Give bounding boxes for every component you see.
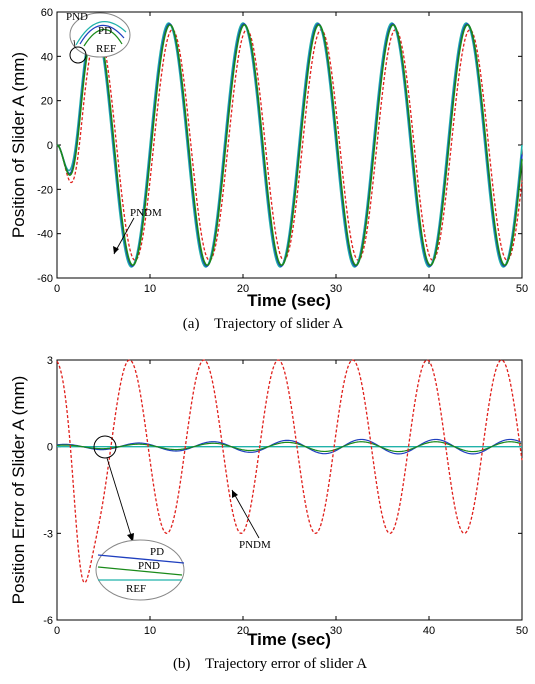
chart-a-zoom-connector: [73, 39, 76, 48]
chart-b-plot-area: [56, 359, 523, 621]
x-tick-label: 10: [144, 283, 156, 295]
x-tick-label: 50: [516, 625, 528, 637]
chart-b-zoom-ellipse: [95, 539, 185, 601]
chart-b-annot-ref: REF: [126, 583, 146, 595]
x-tick-label: 0: [54, 625, 60, 637]
series-line-pnd: [56, 441, 522, 453]
chart-b-x-ticks: 0 10 20 30 40 50: [54, 360, 528, 637]
y-tick-label: 0: [47, 140, 53, 152]
x-tick-label: 20: [237, 625, 249, 637]
chart-b-caption: (b) Trajectory error of slider A: [173, 656, 367, 672]
chart-b-x-axis-label: Time (sec): [247, 630, 331, 649]
x-tick-label: 20: [237, 283, 249, 295]
chart-b-zoom-line-pd: [97, 554, 185, 564]
y-tick-label: -40: [37, 229, 53, 241]
chart-b-pndm-arrowhead: [232, 490, 238, 498]
chart-b-zoom-line-pnd: [97, 566, 183, 576]
y-tick-label: 60: [41, 7, 53, 19]
chart-a-zoom-line-pnd: [83, 28, 123, 47]
chart-b-zoom-connector: [106, 457, 134, 543]
chart-a-x-axis-label: Time (sec): [247, 291, 331, 310]
chart-a-x-ticks: 0 10 20 30 40 50: [54, 12, 528, 295]
x-tick-label: 30: [330, 283, 342, 295]
chart-a: 60 40 20 0 -20 -40 -60 0 10 20 30 40 50 Position of…: [9, 7, 528, 332]
chart-b-series: [56, 359, 523, 584]
chart-b-pndm-arrow: [231, 489, 260, 539]
chart-b-zoom-circle: [93, 435, 117, 459]
series-line-pd: [56, 438, 522, 455]
chart-a-annot-pd: PD: [98, 25, 112, 37]
y-tick-label: 20: [41, 96, 53, 108]
chart-b-y-axis-label: Position Error of Slider A (mm): [9, 376, 28, 605]
chart-a-zoom-line-pd: [79, 24, 125, 45]
chart-b-annot-pnd: PND: [138, 560, 160, 572]
chart-a-annot-pndm: PNDM: [130, 207, 162, 219]
series-line-pndm: [56, 359, 523, 584]
y-tick-label: -3: [43, 528, 53, 540]
y-tick-label: 3: [47, 355, 53, 367]
chart-b-annot-pd: PD: [150, 546, 164, 558]
y-tick-label: -20: [37, 184, 53, 196]
series-line-pndm: [56, 29, 523, 261]
y-tick-label: -6: [43, 615, 53, 627]
series-line-pnd: [56, 24, 523, 266]
y-tick-label: 40: [41, 51, 53, 63]
x-tick-label: 10: [144, 625, 156, 637]
x-tick-label: 0: [54, 283, 60, 295]
x-tick-label: 40: [423, 283, 435, 295]
chart-b-zoom-arrowhead: [127, 533, 134, 542]
chart-a-caption: (a) Trajectory of slider A: [183, 316, 344, 332]
chart-a-zoom-circle: [69, 46, 87, 64]
chart-a-zoom-line-ref: [75, 21, 127, 46]
chart-a-annot-pnd: PND: [66, 11, 88, 23]
chart-a-pndm-arrowhead: [113, 246, 119, 254]
x-tick-label: 40: [423, 625, 435, 637]
chart-a-pndm-arrow: [113, 217, 135, 255]
chart-a-series: [56, 22, 523, 268]
x-tick-label: 50: [516, 283, 528, 295]
chart-b-annot-pndm: PNDM: [239, 539, 271, 551]
x-tick-label: 30: [330, 625, 342, 637]
y-tick-label: -60: [37, 273, 53, 285]
chart-a-annot-ref: REF: [96, 43, 116, 55]
chart-a-y-axis-label: Position of Slider A (mm): [9, 52, 28, 238]
y-tick-label: 0: [47, 442, 53, 454]
chart-b: 30-3-6 0 10 20 30 40 50 Position Error of Sli…: [9, 355, 528, 672]
